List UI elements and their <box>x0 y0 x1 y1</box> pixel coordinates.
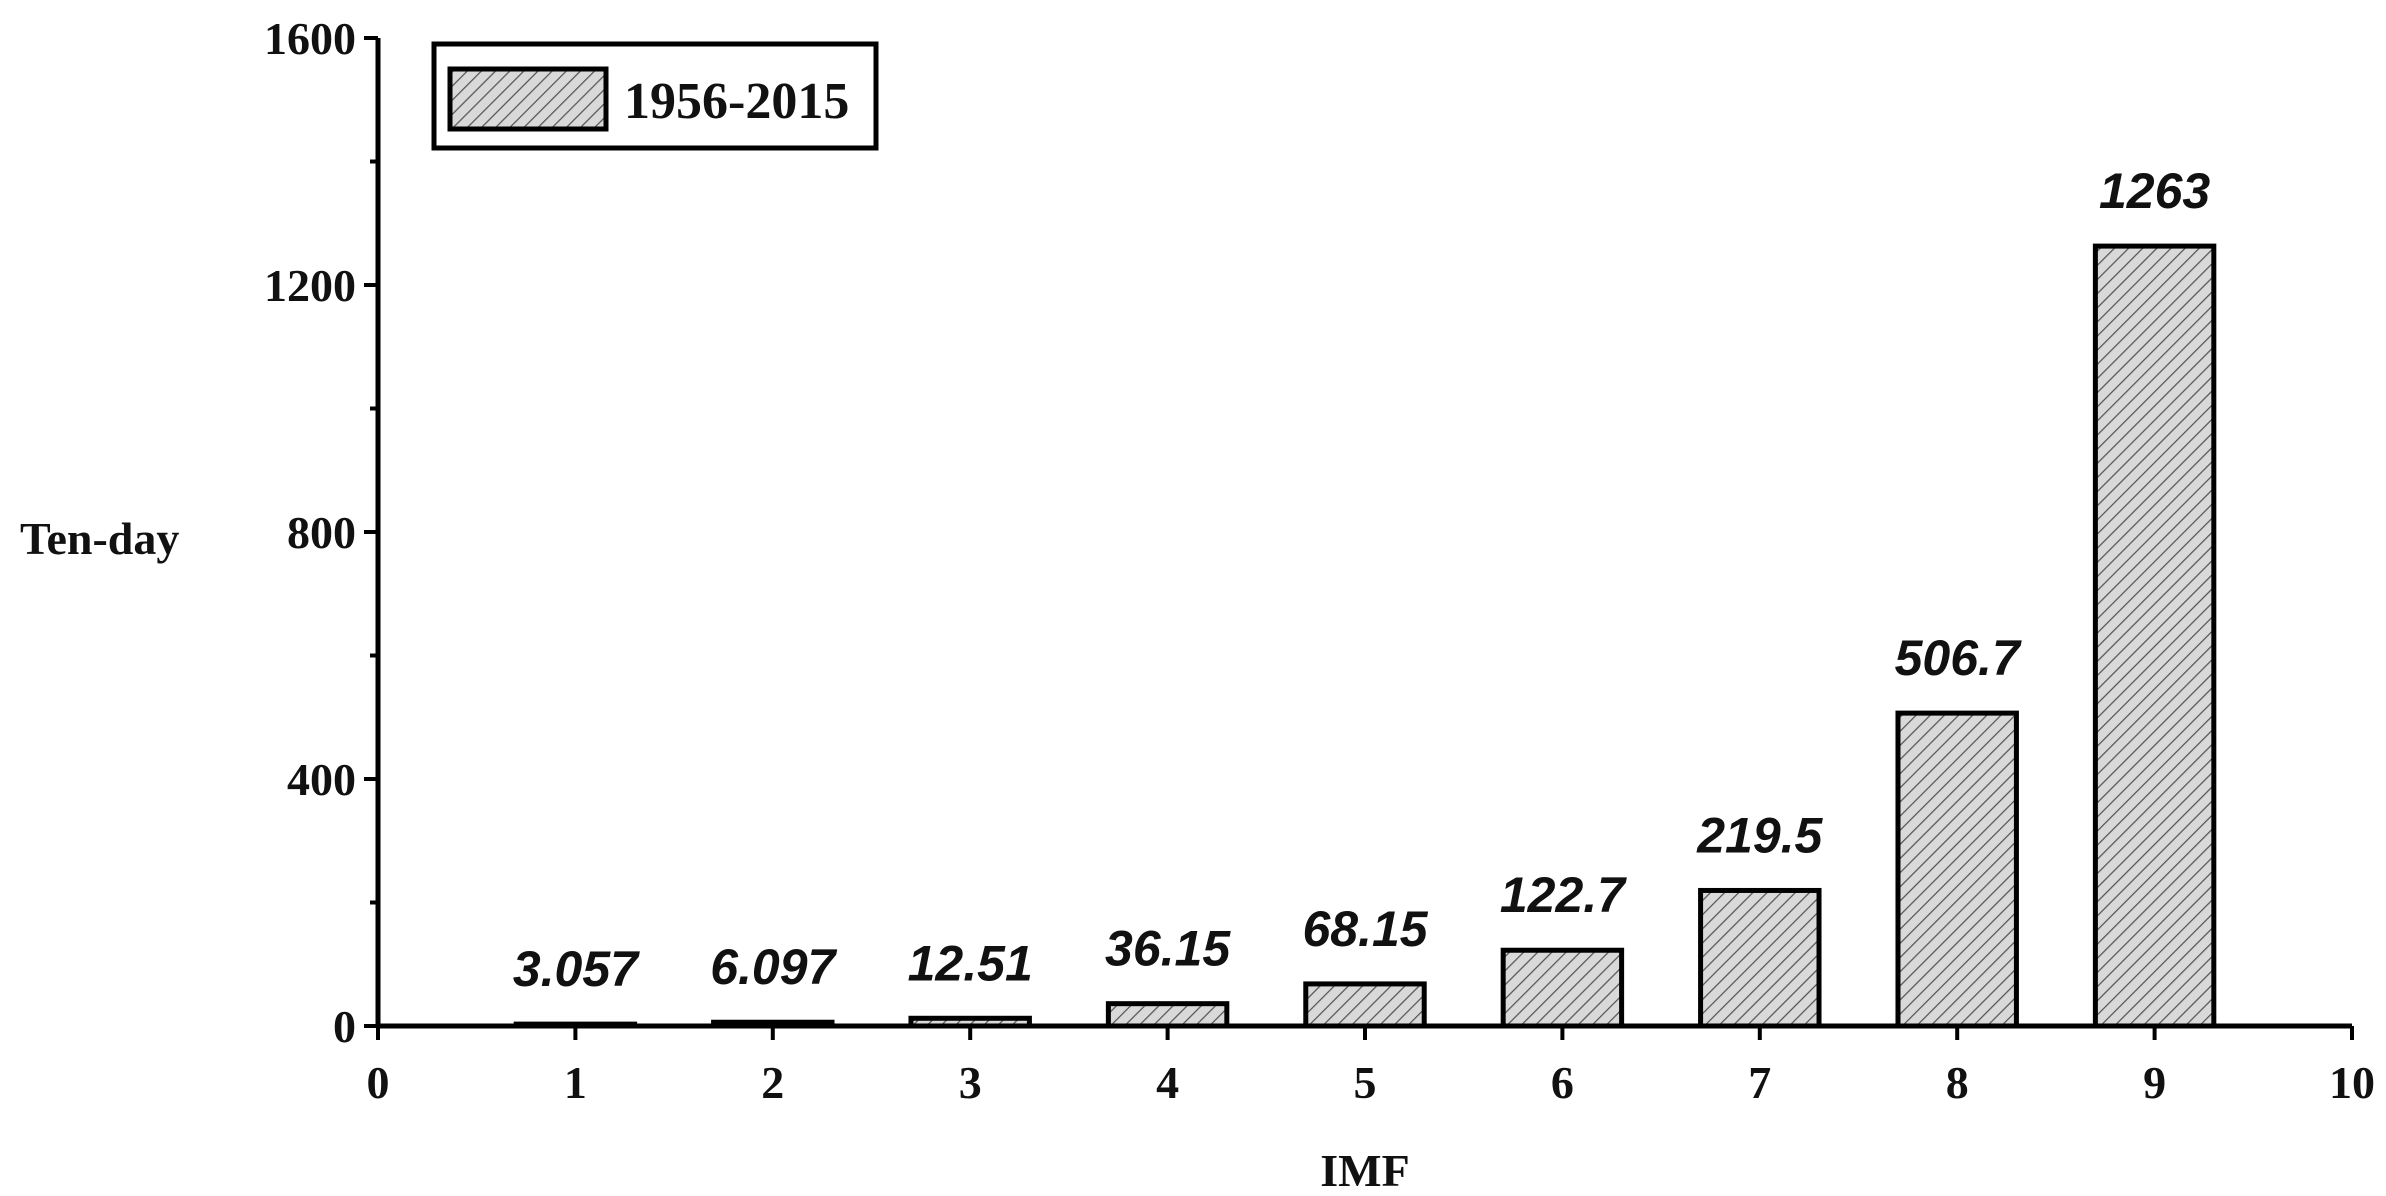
x-tick-label: 5 <box>1354 1057 1377 1108</box>
x-tick-label: 1 <box>564 1057 587 1108</box>
data-label-imf-4: 36.15 <box>1105 921 1231 977</box>
legend-swatch <box>447 66 609 132</box>
data-label-imf-1: 3.057 <box>513 941 640 997</box>
data-label-imf-8: 506.7 <box>1895 630 2022 686</box>
bar-imf-8 <box>1895 710 2019 1029</box>
legend-label: 1956-2015 <box>624 73 849 130</box>
x-tick-label: 6 <box>1551 1057 1574 1108</box>
x-tick-label: 0 <box>367 1057 390 1108</box>
y-ticks: 0 400 800 1200 1600 <box>264 13 378 1052</box>
y-tick-label: 1200 <box>264 260 356 311</box>
bars <box>513 243 2217 1029</box>
x-ticks: 0 1 2 3 4 5 6 7 8 9 10 <box>367 1026 2375 1108</box>
x-axis-title: IMF <box>1320 1145 1409 1196</box>
legend: 1956-2015 <box>431 41 879 151</box>
data-label-imf-9: 1263 <box>2099 163 2210 219</box>
bar-imf-6 <box>1500 947 1625 1029</box>
x-tick-label: 2 <box>761 1057 784 1108</box>
data-label-imf-6: 122.7 <box>1500 867 1627 923</box>
x-tick-label: 3 <box>959 1057 982 1108</box>
x-tick-label: 4 <box>1156 1057 1179 1108</box>
data-label-imf-7: 219.5 <box>1696 807 1823 863</box>
bar-imf-5 <box>1303 981 1427 1029</box>
y-tick-label: 400 <box>287 754 356 805</box>
data-label-imf-5: 68.15 <box>1302 901 1428 957</box>
y-axis-title: Ten-day <box>20 513 179 564</box>
y-tick-label: 1600 <box>264 13 356 64</box>
data-label-imf-3: 12.51 <box>908 935 1033 991</box>
x-tick-label: 10 <box>2329 1057 2375 1108</box>
data-labels: 3.057 6.097 12.51 36.15 68.15 122.7 219.5 506.7… <box>513 163 2211 997</box>
bar-imf-4 <box>1105 1001 1230 1029</box>
bar-imf-9 <box>2092 243 2217 1029</box>
data-label-imf-2: 6.097 <box>710 939 837 995</box>
bar-imf-7 <box>1698 887 1822 1029</box>
axes <box>375 38 2352 1029</box>
y-tick-label: 0 <box>333 1001 356 1052</box>
x-tick-label: 7 <box>1748 1057 1771 1108</box>
x-tick-label: 8 <box>1946 1057 1969 1108</box>
y-tick-label: 800 <box>287 507 356 558</box>
x-tick-label: 9 <box>2143 1057 2166 1108</box>
